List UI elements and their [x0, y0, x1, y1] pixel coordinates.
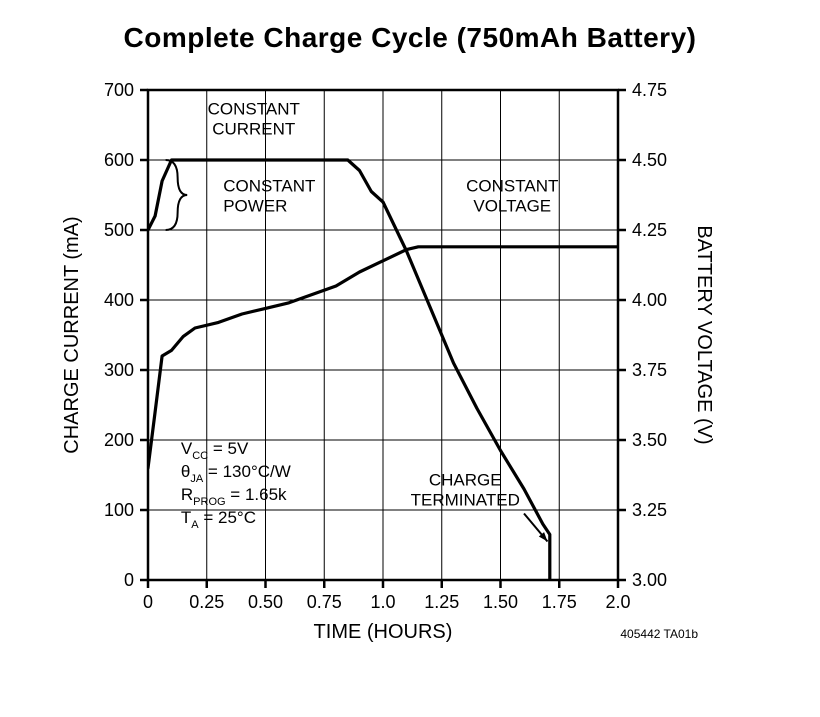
- tick-label-yr: 4.00: [632, 290, 667, 310]
- anno-constant-voltage-l1: CONSTANT: [466, 177, 558, 196]
- tick-label-x: 2.0: [605, 592, 630, 612]
- tick-label-yl: 700: [104, 80, 134, 100]
- anno-constant-current-l2: CURRENT: [212, 120, 295, 139]
- conditions-line-3: TA = 25°C: [181, 508, 256, 531]
- conditions-line-0: VCC = 5V: [181, 439, 249, 462]
- tick-label-x: 0: [143, 592, 153, 612]
- anno-constant-power-l2: POWER: [223, 197, 287, 216]
- anno-charge-terminated-l2: TERMINATED: [411, 491, 520, 510]
- tick-label-yr: 3.75: [632, 360, 667, 380]
- tick-label-yl: 300: [104, 360, 134, 380]
- tick-label-yl: 500: [104, 220, 134, 240]
- tick-label-yl: 100: [104, 500, 134, 520]
- anno-constant-power-l1: CONSTANT: [223, 177, 315, 196]
- conditions-line-1: θJA = 130°C/W: [181, 462, 291, 485]
- chart-title: Complete Charge Cycle (750mAh Battery): [0, 22, 820, 54]
- y-left-axis-label: CHARGE CURRENT (mA): [61, 216, 83, 453]
- anno-constant-current-l1: CONSTANT: [208, 100, 300, 119]
- tick-label-yl: 200: [104, 430, 134, 450]
- tick-label-yr: 4.75: [632, 80, 667, 100]
- brace-constant-power: [166, 160, 188, 230]
- tick-label-yr: 4.50: [632, 150, 667, 170]
- tick-label-yl: 0: [124, 570, 134, 590]
- tick-label-x: 0.50: [248, 592, 283, 612]
- tick-label-x: 1.75: [542, 592, 577, 612]
- tick-label-x: 0.75: [307, 592, 342, 612]
- tick-label-yr: 3.50: [632, 430, 667, 450]
- chart-svg: 0 0.25 0.50 0.75 1.0 1.25 1.50 1.75 2.0 0 100 200 30…: [0, 0, 820, 717]
- conditions-line-2: RPROG = 1.65k: [181, 485, 287, 508]
- tick-label-yr: 3.00: [632, 570, 667, 590]
- tick-label-yl: 600: [104, 150, 134, 170]
- tick-label-x: 0.25: [189, 592, 224, 612]
- tick-label-x: 1.25: [424, 592, 459, 612]
- y-right-axis-label: BATTERY VOLTAGE (V): [693, 225, 715, 444]
- tick-label-x: 1.50: [483, 592, 518, 612]
- tick-label-yr: 3.25: [632, 500, 667, 520]
- tick-label-x: 1.0: [370, 592, 395, 612]
- figure-id: 405442 TA01b: [620, 627, 698, 641]
- tick-label-yl: 400: [104, 290, 134, 310]
- x-axis-label: TIME (HOURS): [314, 621, 453, 643]
- anno-charge-terminated-l1: CHARGE: [429, 471, 502, 490]
- anno-constant-voltage-l2: VOLTAGE: [473, 197, 551, 216]
- tick-label-yr: 4.25: [632, 220, 667, 240]
